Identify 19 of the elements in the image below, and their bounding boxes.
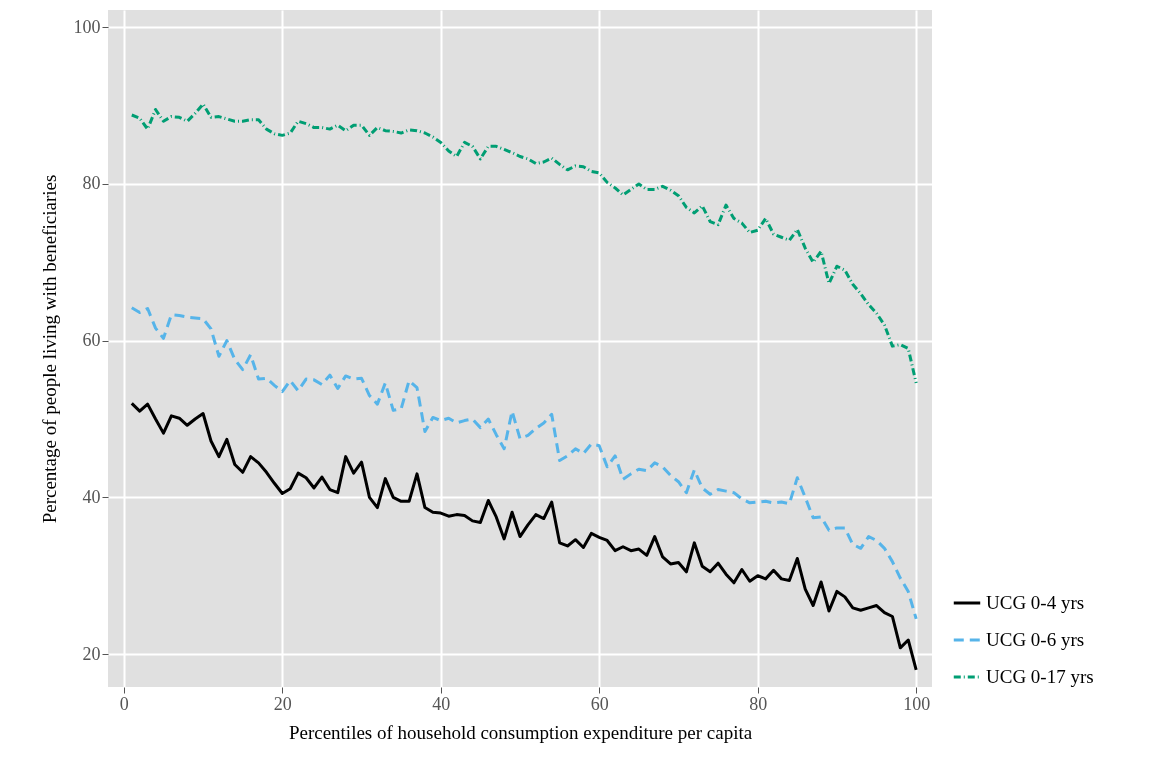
x-tick-label: 0 [119, 693, 129, 714]
line-series [130, 102, 918, 385]
y-tick-label: 100 [73, 16, 101, 37]
line-series [130, 306, 918, 621]
legend-label: UCG 0-6 yrs [986, 629, 1085, 650]
y-axis-title: Percentage of people living with beneficiaries [38, 174, 60, 524]
x-tick-label: 100 [903, 693, 931, 714]
x-tick-label: 20 [273, 693, 292, 714]
legend-label: UCG 0-17 yrs [986, 666, 1094, 687]
x-tick-label: 40 [432, 693, 451, 714]
y-tick-label: 80 [82, 173, 101, 194]
x-tick-label: 60 [590, 693, 609, 714]
legend-label: UCG 0-4 yrs [986, 592, 1085, 613]
y-tick-label: 40 [82, 486, 101, 507]
x-axis-title: Percentiles of household consumption expenditure per capita [288, 721, 753, 743]
y-tick-label: 20 [82, 643, 101, 664]
line-series [130, 401, 918, 672]
y-tick-label: 60 [82, 330, 101, 351]
x-tick-label: 80 [749, 693, 768, 714]
